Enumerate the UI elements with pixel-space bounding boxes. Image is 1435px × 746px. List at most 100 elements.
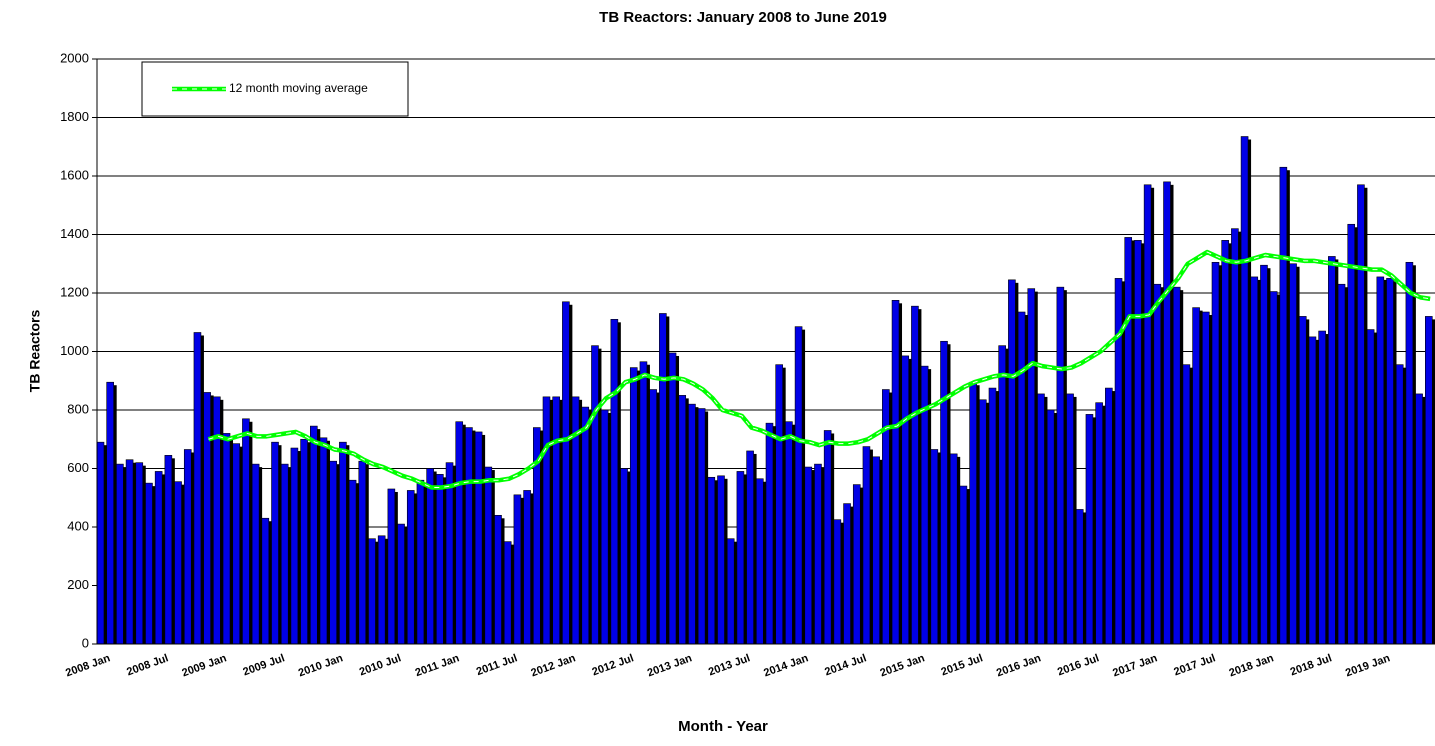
bar xyxy=(804,466,813,645)
bar xyxy=(1240,136,1249,645)
y-tick-label: 800 xyxy=(67,401,89,416)
bar xyxy=(979,399,987,645)
bar xyxy=(513,494,522,645)
bar xyxy=(271,441,279,645)
bar xyxy=(503,541,512,645)
bar xyxy=(300,438,308,645)
bar xyxy=(785,421,793,645)
y-tick-label: 0 xyxy=(82,635,89,650)
bar xyxy=(1298,316,1307,645)
x-axis-label: Month - Year xyxy=(678,718,768,735)
bar xyxy=(911,305,919,645)
bar xyxy=(1347,223,1356,645)
bar xyxy=(377,535,386,645)
bar xyxy=(959,485,968,645)
legend-label: 12 month moving average xyxy=(229,81,368,95)
bar xyxy=(707,476,716,645)
bar xyxy=(145,482,153,645)
bar xyxy=(1405,261,1414,645)
bar xyxy=(1027,288,1036,645)
bar xyxy=(290,447,299,645)
x-tick-label: 2013 Jan xyxy=(646,652,694,679)
bar xyxy=(1017,311,1026,645)
bar xyxy=(581,406,590,645)
bar xyxy=(542,396,551,645)
bar xyxy=(242,418,250,645)
bar xyxy=(765,422,774,645)
bar xyxy=(416,479,425,645)
bar xyxy=(823,430,832,645)
x-tick-label: 2014 Jan xyxy=(762,652,810,679)
x-tick-label: 2009 Jul xyxy=(241,652,286,678)
bar xyxy=(183,449,192,645)
bar xyxy=(213,396,221,645)
bar xyxy=(852,484,861,645)
bar xyxy=(833,519,842,645)
bar xyxy=(203,392,211,645)
bar xyxy=(1231,228,1239,645)
bar xyxy=(1105,387,1113,645)
bar xyxy=(746,450,754,645)
bar xyxy=(348,479,357,645)
x-tick-label: 2010 Jan xyxy=(297,652,345,679)
bar xyxy=(1095,402,1103,645)
x-tick-label: 2016 Jul xyxy=(1056,652,1101,678)
bar xyxy=(688,403,696,645)
bar xyxy=(406,490,415,645)
bar xyxy=(523,490,531,645)
bar xyxy=(1269,291,1278,645)
x-tick-label: 2017 Jan xyxy=(1111,652,1159,679)
bar xyxy=(465,427,473,645)
bar xyxy=(717,475,725,645)
bar xyxy=(1357,184,1365,645)
bar xyxy=(222,433,231,645)
x-tick-label: 2011 Jul xyxy=(475,652,519,678)
bar xyxy=(1172,286,1181,645)
x-tick-label: 2008 Jan xyxy=(64,652,112,679)
x-tick-label: 2018 Jan xyxy=(1228,652,1276,679)
y-tick-label: 400 xyxy=(67,518,89,533)
x-tick-label: 2018 Jul xyxy=(1289,652,1334,678)
y-axis-label: TB Reactors xyxy=(27,310,43,393)
bar xyxy=(1250,276,1259,645)
bar xyxy=(998,345,1006,645)
bar xyxy=(1318,330,1326,645)
bar xyxy=(135,462,144,645)
bar xyxy=(1192,307,1200,645)
bar xyxy=(1075,509,1084,645)
bar xyxy=(726,538,735,645)
bar xyxy=(649,389,657,645)
x-tick-label: 2010 Jul xyxy=(358,652,403,678)
bar xyxy=(387,488,396,645)
y-tick-label: 2000 xyxy=(60,50,89,65)
bar xyxy=(552,396,560,645)
bar xyxy=(251,463,260,645)
bar xyxy=(436,474,444,645)
bar xyxy=(969,381,977,645)
bar xyxy=(329,460,337,645)
bar xyxy=(1376,276,1385,645)
bar xyxy=(1202,311,1210,645)
x-tick-label: 2015 Jan xyxy=(879,652,927,679)
x-tick-label: 2008 Jul xyxy=(125,652,170,678)
x-tick-label: 2014 Jul xyxy=(823,652,868,678)
bar xyxy=(862,446,871,645)
bar xyxy=(116,463,124,645)
bar xyxy=(736,471,745,645)
x-tick-label: 2012 Jul xyxy=(591,652,636,678)
bar xyxy=(1085,414,1094,645)
bar xyxy=(1143,184,1152,645)
bar xyxy=(1425,316,1433,645)
bar xyxy=(639,361,648,645)
y-tick-label: 1800 xyxy=(60,109,89,124)
bar xyxy=(562,301,570,645)
bar xyxy=(426,468,434,645)
bar xyxy=(775,364,783,645)
bar xyxy=(814,463,822,645)
x-tick-label: 2009 Jan xyxy=(180,652,228,679)
bar xyxy=(397,523,405,645)
bar xyxy=(1337,283,1346,645)
bar xyxy=(620,468,628,645)
